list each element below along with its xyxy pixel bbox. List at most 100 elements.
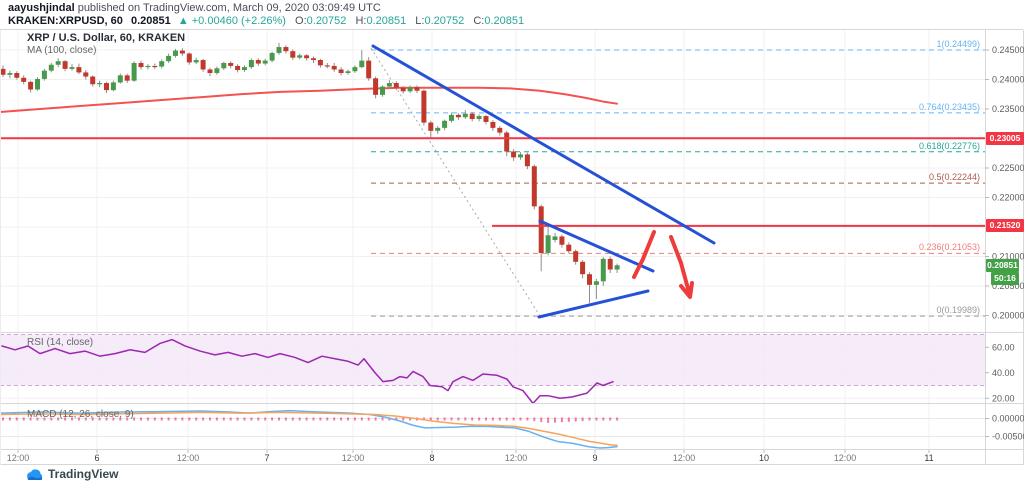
tradingview-logo[interactable]: TradingView: [26, 467, 118, 481]
rsi-axis-label[interactable]: 20.00: [992, 393, 1015, 403]
close-value: 0.20851: [484, 15, 525, 27]
bar-countdown-badge: 50:16: [991, 271, 1019, 285]
candle: [242, 67, 247, 71]
candle: [48, 64, 54, 71]
open-label: O:: [295, 15, 307, 27]
price-axis-label[interactable]: 0.21000: [992, 252, 1024, 262]
candle: [41, 70, 47, 79]
candle: [455, 114, 461, 118]
rsi-axis-label[interactable]: 40.00: [992, 368, 1015, 378]
price-axis-label[interactable]: 0.23500: [992, 104, 1024, 114]
candle: [21, 77, 27, 82]
candle: [0, 68, 6, 75]
candle: [145, 65, 151, 68]
candle: [221, 62, 227, 69]
macd-axis-label[interactable]: 0.00000: [992, 414, 1024, 424]
candle: [352, 67, 358, 72]
byline-text: published on TradingView.com, March 09, …: [74, 2, 381, 14]
fib-level-label: 0.764(0.23435): [918, 101, 980, 112]
time-axis-label[interactable]: 7: [264, 453, 269, 463]
candle: [173, 50, 178, 56]
candle: [311, 58, 316, 61]
candle: [580, 261, 586, 275]
candle: [110, 82, 116, 91]
red-arrow-head: [679, 281, 694, 299]
candle: [504, 132, 510, 152]
candle: [428, 122, 434, 131]
candle: [186, 53, 192, 63]
time-axis-label[interactable]: 12:00: [342, 453, 365, 463]
time-axis-label[interactable]: 10: [759, 453, 769, 463]
fib-level-label: 0.236(0.21053): [918, 242, 980, 253]
author-link[interactable]: aayushjindal: [8, 2, 75, 14]
macd-axis-label[interactable]: -0.00500: [992, 432, 1024, 442]
candle: [538, 206, 544, 253]
candle: [290, 51, 296, 58]
candle: [297, 55, 303, 58]
candle: [449, 114, 454, 121]
rsi-band: [0, 334, 985, 386]
macd-indicator-label[interactable]: MACD (12, 26, close, 9): [27, 409, 134, 420]
time-axis-label[interactable]: 12:00: [7, 453, 30, 463]
candle: [228, 62, 234, 66]
candle: [235, 65, 241, 71]
quote-row: KRAKEN:XRPUSD, 60 0.20851 ▲ +0.00460 (+2…: [8, 15, 524, 27]
price-axis-label[interactable]: 0.24000: [992, 75, 1024, 85]
candle: [483, 116, 489, 122]
candle: [573, 251, 579, 262]
time-axis-label[interactable]: 8: [429, 453, 434, 463]
candle: [607, 258, 613, 270]
candle: [248, 60, 254, 68]
candle: [255, 60, 261, 64]
candle: [138, 62, 144, 68]
candle: [338, 69, 344, 74]
candle: [524, 154, 530, 167]
trendline: [538, 219, 655, 273]
ma-indicator-label[interactable]: MA (100, close): [27, 45, 97, 56]
time-axis-label[interactable]: 12:00: [505, 453, 528, 463]
candle: [276, 47, 282, 53]
candle: [476, 116, 482, 120]
candle: [76, 67, 82, 73]
time-axis-label[interactable]: 6: [94, 453, 99, 463]
red-stroke-annotation: [632, 230, 656, 279]
time-axis-label[interactable]: 12:00: [177, 453, 200, 463]
price-axis-label[interactable]: 0.20500: [992, 281, 1024, 291]
price-axis-label[interactable]: 0.22000: [992, 193, 1024, 203]
candle: [421, 90, 427, 123]
candle: [124, 75, 130, 81]
candle: [117, 75, 123, 83]
trendline: [371, 44, 716, 245]
candle: [490, 121, 496, 128]
candle: [587, 274, 592, 285]
candle: [152, 65, 158, 68]
candle: [331, 65, 337, 70]
candle: [35, 78, 40, 90]
rsi-indicator-label[interactable]: RSI (14, close): [27, 337, 94, 348]
candle: [366, 60, 372, 79]
price-axis-label[interactable]: 0.24500: [992, 45, 1024, 55]
candle: [435, 127, 441, 131]
logo-text: TradingView: [48, 467, 119, 481]
price-axis-label[interactable]: 0.22500: [992, 163, 1024, 173]
time-axis-label[interactable]: 12:00: [834, 453, 857, 463]
time-axis-label[interactable]: 11: [924, 453, 933, 463]
candle: [104, 83, 109, 91]
time-axis-label[interactable]: 9: [592, 453, 597, 463]
candle: [283, 47, 289, 52]
candle: [304, 55, 310, 59]
candle: [7, 73, 13, 75]
chart-title: XRP / U.S. Dollar, 60, KRAKEN: [27, 32, 186, 44]
time-axis-label[interactable]: 12:00: [673, 453, 696, 463]
price-axis-label[interactable]: 0.20000: [992, 311, 1024, 321]
candle: [14, 73, 20, 78]
fib-level-label: 0.5(0.22244): [928, 172, 980, 183]
ma100-line: [0, 86, 618, 113]
candle: [166, 55, 172, 62]
rsi-axis-label[interactable]: 60.00: [992, 342, 1015, 352]
candle: [407, 87, 413, 92]
candle: [269, 52, 275, 61]
candle: [414, 87, 420, 91]
